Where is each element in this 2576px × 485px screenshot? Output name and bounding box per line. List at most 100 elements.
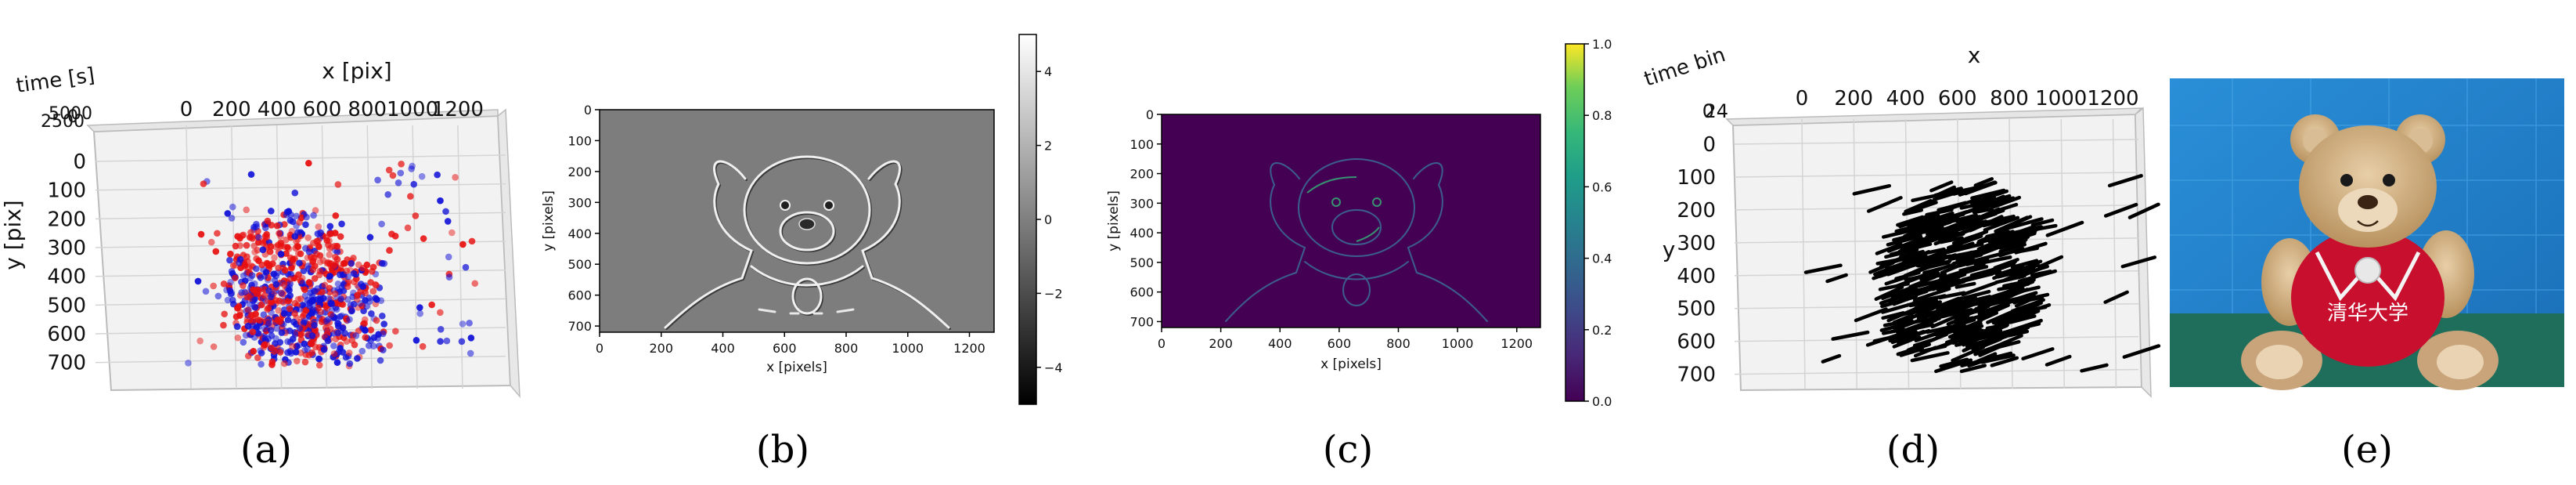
- plot-a-blue-event: [346, 316, 353, 323]
- plot-d-flow-arrow: [2012, 291, 2038, 302]
- plot-a-blue-event: [265, 287, 272, 295]
- plot-a-red-event: [261, 291, 268, 299]
- plot-a-blue-event: [272, 281, 280, 288]
- plot-a-red-event: [317, 308, 324, 316]
- plot-a-blue-event: [228, 215, 236, 222]
- plot-a-red-event: [225, 282, 232, 289]
- plot-a-blue-event: [395, 179, 402, 186]
- plot-a-red-event: [407, 193, 414, 200]
- plot-d-flow-arrow: [1964, 182, 1994, 196]
- plot-a-blue-event: [366, 233, 374, 241]
- plot-d-flow-arrow: [1976, 354, 1998, 364]
- plot-a-red-event: [247, 229, 254, 236]
- plot-a-red-event: [260, 344, 268, 351]
- plot-a-red-event: [277, 240, 285, 248]
- plot-a-blue-event: [310, 212, 317, 219]
- plot-a-blue-event: [366, 298, 373, 305]
- plot-a-red-event: [263, 233, 270, 241]
- plot-b-xtick-label: 1200: [953, 341, 985, 356]
- plot-a-blue-event: [236, 259, 243, 266]
- plot-d-gridline: [2060, 118, 2065, 389]
- plot-a-red-event: [281, 266, 289, 274]
- plot-d-flow-arrow: [2010, 259, 2039, 270]
- plot-a-blue-event: [333, 306, 340, 313]
- plot-a-blue-event: [261, 273, 268, 280]
- plot-d-flow-arrow: [1911, 249, 1949, 268]
- plot-a-blue-event: [233, 323, 241, 331]
- plot-a-red-event: [326, 230, 333, 238]
- plot-a-blue-event: [291, 331, 299, 338]
- plot-a-blue-event: [346, 360, 354, 367]
- plot-a-blue-event: [294, 229, 301, 236]
- plot-a-red-event: [229, 262, 237, 270]
- plot-a-ytick-label: 700: [47, 352, 86, 375]
- plot-a-blue-event: [458, 338, 466, 346]
- plot-a-red-event: [268, 361, 276, 368]
- plot-a-blue-event: [224, 210, 232, 217]
- plot-a-blue-event: [257, 347, 264, 354]
- plot-a-red-event: [333, 243, 341, 251]
- plot-a-red-event: [304, 234, 312, 241]
- plot-a-blue-event: [442, 208, 449, 215]
- plot-a-blue-event: [326, 223, 334, 230]
- plot-d-flow-arrow: [1930, 310, 1968, 329]
- plot-a-red-event: [323, 237, 331, 244]
- plot-c-ytick-label: 600: [1129, 285, 1154, 300]
- plot-a-red-event: [315, 237, 322, 244]
- plot-d-flow-arrow: [1938, 219, 1977, 233]
- plot-a-red-event: [367, 326, 375, 334]
- plot-a-red-event: [330, 262, 337, 270]
- plot-a-blue-event: [267, 208, 275, 215]
- plot-a-red-event: [419, 342, 427, 350]
- plot-d-ylabel: y: [1663, 237, 1676, 262]
- plot-a-blue-event: [303, 213, 310, 221]
- plot-d-flow-arrow: [1962, 342, 1982, 353]
- plot-d-side-pane: [2135, 107, 2152, 398]
- plot-a-blue-event: [185, 360, 192, 367]
- plot-a-red-event: [234, 334, 242, 342]
- plot-d-flow-arrow: [1977, 311, 1999, 323]
- plot-a-red-event: [294, 357, 301, 365]
- plot-b-ylabel: y [pixels]: [541, 190, 557, 252]
- plot-a-ytick-label: 400: [47, 266, 86, 289]
- plot-a-blue-event: [284, 349, 291, 357]
- plot-a-blue-event: [445, 273, 453, 281]
- plot-a-blue-event: [315, 355, 322, 363]
- plot-a-red-event: [355, 261, 362, 269]
- plot-a-blue-event: [228, 267, 236, 275]
- plot-a-blue-event: [445, 253, 452, 261]
- plot-a-xlabel: x [pix]: [322, 58, 391, 84]
- plot-a-blue-event: [338, 220, 345, 228]
- plot-a-blue-event: [202, 288, 210, 295]
- plot-a-red-event: [459, 241, 467, 248]
- plot-a-blue-event: [278, 329, 286, 336]
- plot-a-red-event: [449, 229, 456, 237]
- plot-a-blue-event: [250, 296, 258, 304]
- plot-c-xtick-label: 800: [1386, 336, 1410, 351]
- plot-b-ytick-label: 600: [567, 288, 592, 303]
- plot-d-xtick-label: 1200: [2087, 87, 2138, 110]
- plot-d-flow-arrow: [1872, 331, 1913, 343]
- plot-d-flow-arrow: [1937, 201, 1968, 212]
- plot-a-blue-event: [344, 295, 351, 303]
- plot-b-image: [599, 109, 995, 333]
- plot-d-flow-arrow: [1934, 277, 1969, 288]
- plot-a-red-event: [386, 247, 393, 254]
- plot-a-blue-event: [352, 332, 360, 339]
- plot-a-blue-event: [261, 325, 268, 332]
- plot-a-blue-event: [368, 310, 375, 317]
- plot-d-flow-arrow: [1985, 323, 2007, 331]
- plot-c-colorbar: [1565, 43, 1585, 402]
- plot-a-blue-event: [306, 302, 313, 309]
- plot-d-xtick-label: 800: [1990, 87, 2029, 110]
- plot-a-events: [185, 159, 479, 370]
- plot-a-red-event: [341, 259, 348, 267]
- plot-a-blue-event: [296, 324, 304, 332]
- plot-a-red-event: [220, 321, 227, 329]
- plot-a-blue-event: [354, 355, 361, 362]
- plot-a-red-event: [232, 313, 240, 320]
- plot-c-xtick-label: 0: [1158, 336, 1166, 351]
- plot-a-blue-event: [270, 270, 278, 277]
- plot-b-colorbar-tick-label: −2: [1044, 286, 1063, 301]
- panel-b-event-frame: 0 200 400 600 800 1000 1200 0 100 200 300 400 500 60…: [541, 34, 1063, 405]
